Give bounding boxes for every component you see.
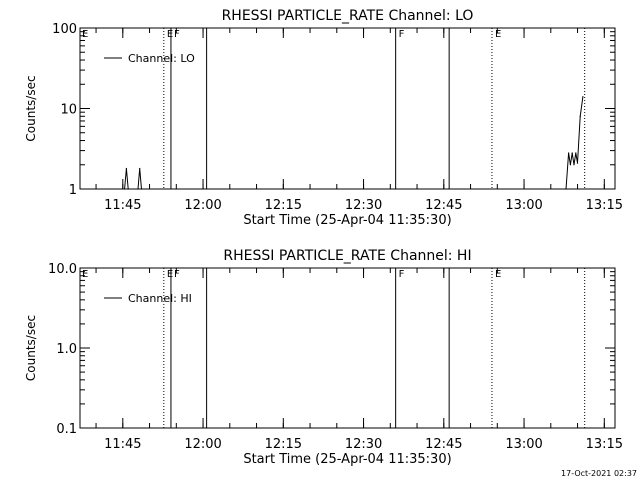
y-tick-label: 10 [60,103,77,118]
x-tick-label: 11:45 [104,437,141,452]
legend-label: Channel: LO [128,52,195,65]
y-tick-label: 1.0 [56,342,77,357]
data-point [575,152,577,154]
data-point [569,164,572,166]
x-tick-label: 11:45 [104,198,141,213]
data-point [573,164,575,166]
x-tick-label: 12:15 [265,198,302,213]
chart-title: RHESSI PARTICLE_RATE Channel: HI [223,248,471,264]
data-point [576,162,579,164]
marker-label: F [174,269,180,280]
x-tick-label: 13:15 [586,198,623,213]
marker-label: E [167,269,173,280]
y-tick-label: 1 [69,183,77,198]
data-point [124,188,126,190]
x-tick-label: 12:45 [425,437,462,452]
data-point [579,115,581,117]
plot-timestamp: 17-Oct-2021 02:37 [561,469,637,478]
y-tick-label: 100 [52,22,77,37]
x-tick-label: 12:45 [425,198,462,213]
data-point [582,96,584,98]
x-tick-label: 12:00 [184,437,221,452]
x-axis-label: Start Time (25-Apr-04 11:35:30) [243,213,451,228]
y-axis-label: Counts/sec [24,315,38,381]
y-tick-label: 0.1 [56,422,77,437]
data-point [139,167,141,170]
plot-panel-lo: RHESSI PARTICLE_RATE Channel: LO Counts/s… [24,8,623,228]
x-tick-label: 12:15 [265,437,302,452]
x-tick-label: 12:30 [345,198,382,213]
legend-label: Channel: HI [128,292,192,305]
x-tick-label: 12:00 [184,198,221,213]
data-point [568,152,570,154]
data-point [565,188,567,190]
plot-panel-hi: RHESSI PARTICLE_RATE Channel: HI Counts/s… [24,248,623,467]
data-point [125,167,127,170]
series-line [124,96,584,190]
corner-label: E [82,29,88,40]
data-point [140,188,143,190]
x-tick-label: 13:00 [505,198,542,213]
y-axis-label: Counts/sec [24,75,38,141]
corner-label: E [82,269,88,280]
x-tick-label: 13:15 [586,437,623,452]
marker-label: E [167,29,173,40]
marker-label: F [174,29,180,40]
x-tick-label: 13:00 [505,437,542,452]
marker-label: E [495,29,501,40]
data-point [571,152,573,154]
data-point [127,188,129,190]
marker-label: F [399,269,405,280]
chart-title: RHESSI PARTICLE_RATE Channel: LO [222,8,474,24]
marker-label: E [495,269,501,280]
y-tick-label: 10.0 [48,262,77,277]
data-point [137,188,139,190]
x-tick-label: 12:30 [345,437,382,452]
x-axis-label: Start Time (25-Apr-04 11:35:30) [243,452,451,467]
marker-label: F [399,29,405,40]
